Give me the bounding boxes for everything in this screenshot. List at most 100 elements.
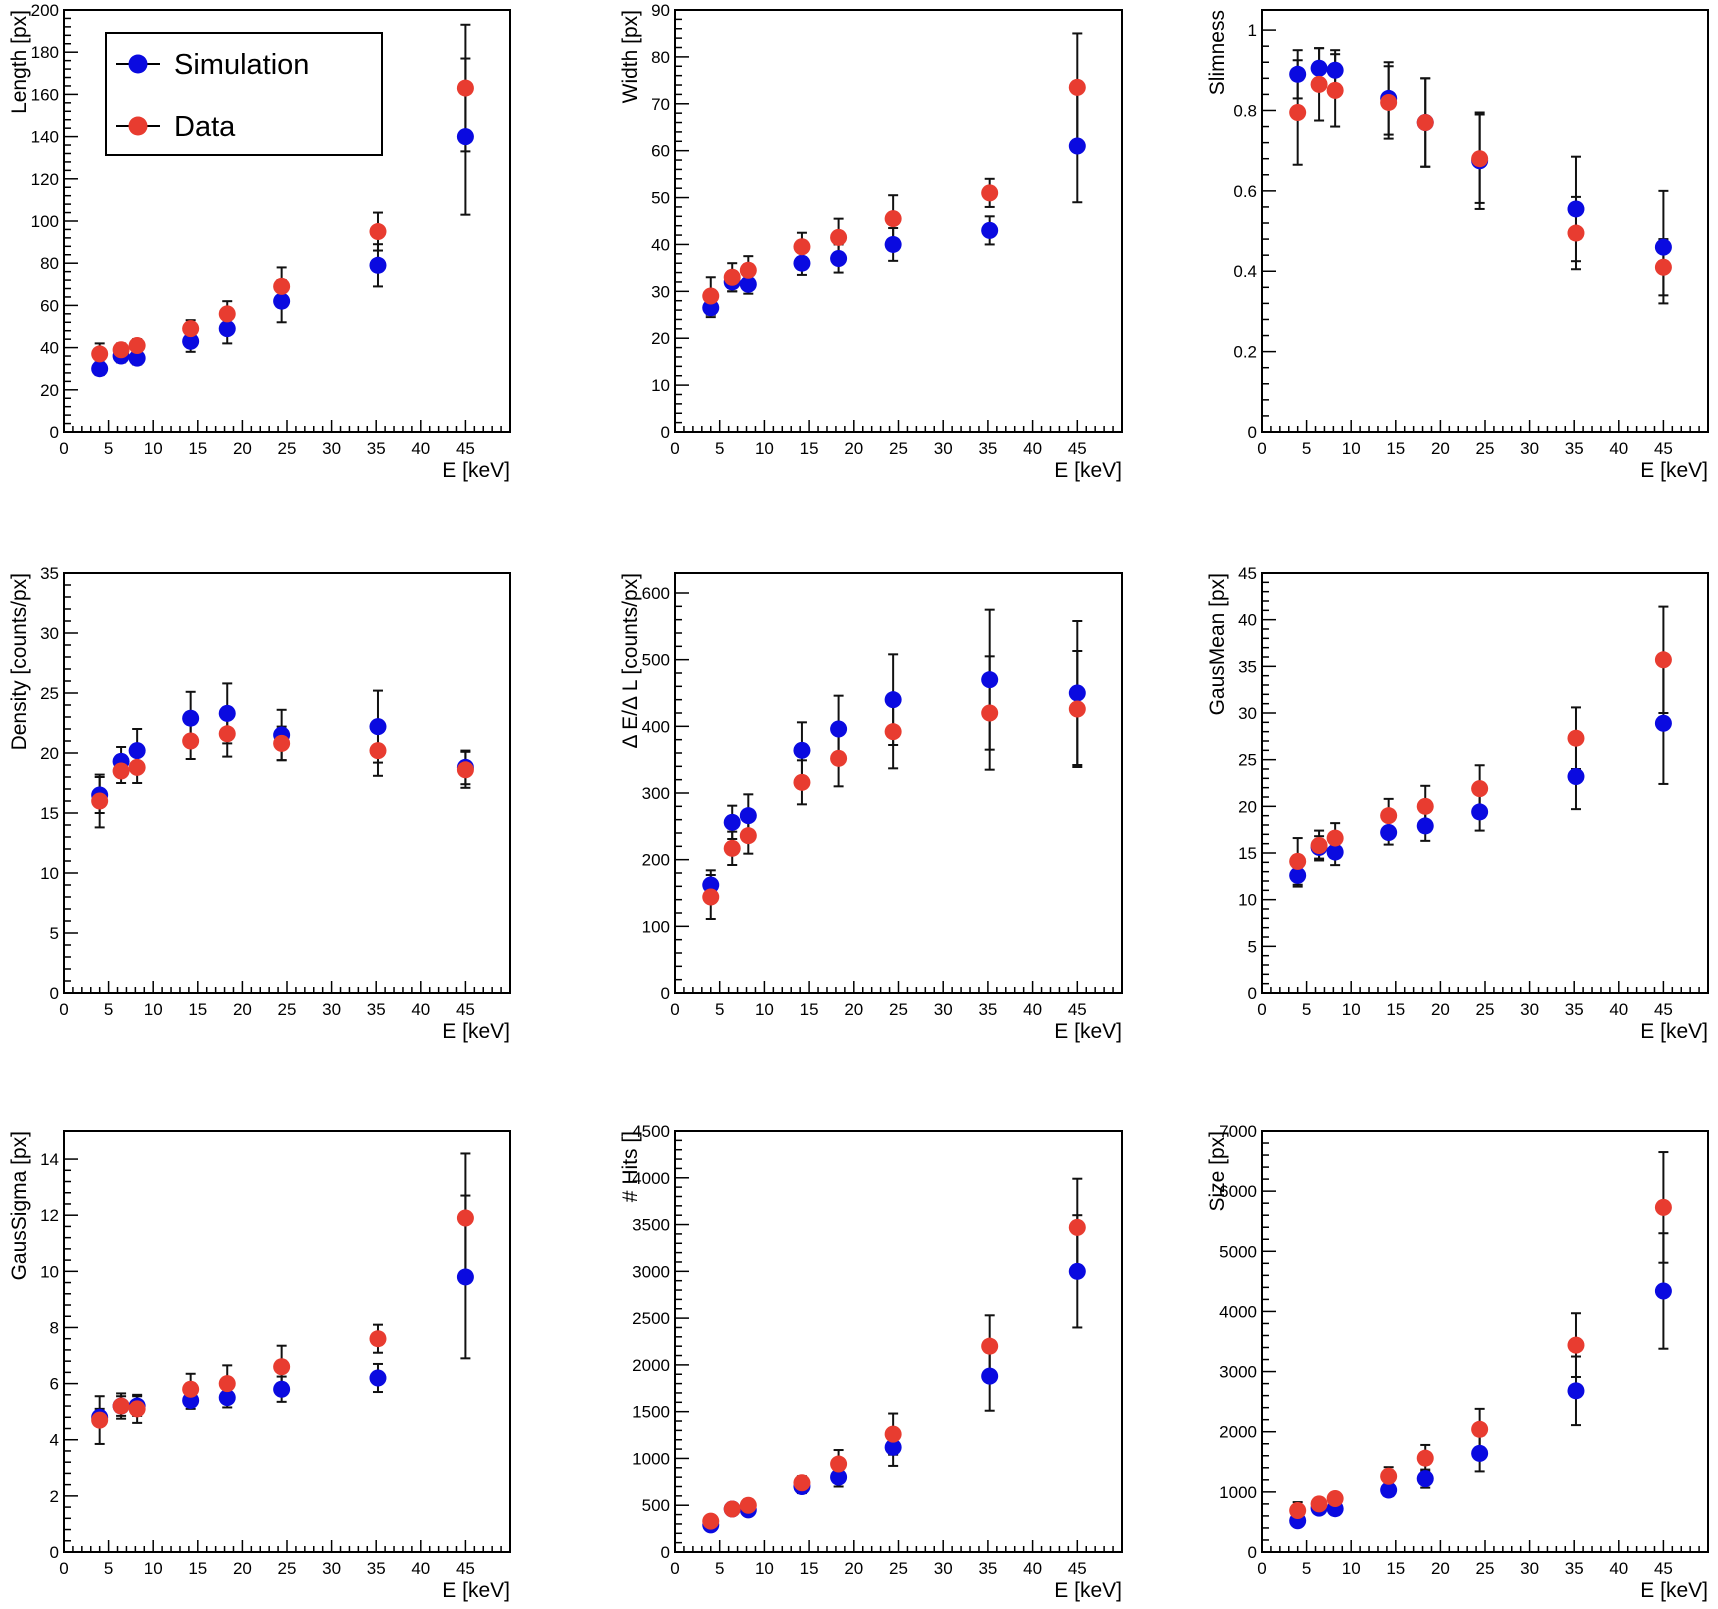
simulation-point bbox=[218, 704, 236, 722]
y-tick-label: 6 bbox=[50, 1375, 59, 1394]
x-tick-label: 15 bbox=[1386, 439, 1405, 458]
x-tick-label: 25 bbox=[889, 1000, 908, 1019]
data-point bbox=[723, 268, 741, 286]
x-tick-label: 25 bbox=[889, 439, 908, 458]
y-tick-label: 100 bbox=[31, 212, 59, 231]
legend: Simulation Data bbox=[105, 32, 383, 156]
x-tick-label: 20 bbox=[1431, 1000, 1450, 1019]
y-tick-label: 160 bbox=[31, 85, 59, 104]
simulation-point bbox=[830, 720, 848, 738]
data-point bbox=[1289, 1502, 1307, 1520]
y-tick-label: 2 bbox=[50, 1487, 59, 1506]
y-axis-title: Slimness bbox=[1206, 10, 1229, 95]
x-tick-label: 35 bbox=[978, 1559, 997, 1578]
y-tick-label: 4000 bbox=[632, 1169, 670, 1188]
data-point bbox=[1380, 93, 1398, 111]
y-axis-title: GausMean [px] bbox=[1206, 573, 1229, 715]
y-tick-label: 10 bbox=[651, 376, 670, 395]
x-tick-label: 10 bbox=[1342, 439, 1361, 458]
data-point bbox=[1567, 224, 1585, 242]
simulation-point bbox=[1416, 1470, 1434, 1488]
x-tick-label: 35 bbox=[367, 439, 386, 458]
data-point bbox=[128, 758, 146, 776]
data-point bbox=[1654, 651, 1672, 669]
y-tick-label: 0.4 bbox=[1233, 262, 1257, 281]
data-point bbox=[723, 1500, 741, 1518]
legend-simulation-marker bbox=[128, 54, 148, 74]
simulation-point bbox=[369, 1369, 387, 1387]
data-point bbox=[739, 1496, 757, 1514]
legend-simulation-label: Simulation bbox=[174, 49, 309, 81]
panel-3: 0 5 10 15 20 25 30 35 40 45 0 0.2 0.4 0.6 0.8 1 E [keV] S… bbox=[1206, 9, 1709, 482]
x-axis-title: E [keV] bbox=[442, 459, 510, 482]
x-tick-label: 20 bbox=[1431, 1559, 1450, 1578]
simulation-point bbox=[1567, 767, 1585, 785]
y-tick-label: 1000 bbox=[632, 1449, 670, 1468]
x-tick-label: 40 bbox=[411, 1000, 430, 1019]
data-point bbox=[273, 734, 291, 752]
y-tick-label: 60 bbox=[40, 296, 59, 315]
simulation-point bbox=[830, 250, 848, 268]
data-point bbox=[739, 261, 757, 279]
simulation-point bbox=[273, 1380, 291, 1398]
plot-frame bbox=[1261, 1130, 1709, 1553]
x-tick-label: 40 bbox=[1609, 1000, 1628, 1019]
y-tick-label: 35 bbox=[40, 564, 59, 583]
simulation-point bbox=[182, 709, 200, 727]
x-axis-title: E [keV] bbox=[442, 1579, 510, 1602]
plot-frame bbox=[674, 1130, 1123, 1553]
simulation-point bbox=[128, 349, 146, 367]
x-tick-label: 40 bbox=[1023, 439, 1042, 458]
x-tick-label: 5 bbox=[1302, 439, 1311, 458]
data-point bbox=[1310, 837, 1328, 855]
data-point bbox=[1068, 78, 1086, 96]
x-tick-label: 30 bbox=[322, 1000, 341, 1019]
y-tick-label: 500 bbox=[642, 651, 670, 670]
simulation-point bbox=[1654, 714, 1672, 732]
data-point bbox=[1068, 700, 1086, 718]
legend-data-label: Data bbox=[174, 111, 236, 143]
y-tick-label: 10 bbox=[1238, 891, 1257, 910]
x-tick-label: 15 bbox=[188, 1559, 207, 1578]
data-point bbox=[884, 210, 902, 228]
y-tick-label: 30 bbox=[651, 282, 670, 301]
simulation-point bbox=[702, 299, 720, 317]
y-axis-title: Δ E/Δ L [counts/px] bbox=[619, 573, 642, 749]
y-tick-label: 6000 bbox=[1219, 1182, 1257, 1201]
data-point bbox=[218, 1375, 236, 1393]
data-point bbox=[182, 732, 200, 750]
y-tick-label: 4000 bbox=[1219, 1302, 1257, 1321]
data-point bbox=[182, 1380, 200, 1398]
x-tick-label: 30 bbox=[1520, 439, 1539, 458]
y-tick-label: 35 bbox=[1238, 657, 1257, 676]
data-point bbox=[1380, 1467, 1398, 1485]
simulation-point bbox=[723, 813, 741, 831]
x-tick-label: 40 bbox=[1609, 1559, 1628, 1578]
data-point bbox=[273, 1358, 291, 1376]
y-tick-label: 0 bbox=[50, 423, 59, 442]
x-tick-label: 35 bbox=[1565, 1000, 1584, 1019]
data-point bbox=[1654, 258, 1672, 276]
simulation-point bbox=[793, 254, 811, 272]
data-point bbox=[830, 228, 848, 246]
x-tick-label: 30 bbox=[1520, 1559, 1539, 1578]
y-tick-label: 4 bbox=[50, 1431, 59, 1450]
y-tick-label: 3000 bbox=[632, 1262, 670, 1281]
data-point bbox=[830, 1455, 848, 1473]
simulation-point bbox=[1068, 684, 1086, 702]
data-point bbox=[1068, 1218, 1086, 1236]
y-tick-label: 20 bbox=[1238, 797, 1257, 816]
x-tick-label: 0 bbox=[1257, 439, 1266, 458]
x-tick-label: 0 bbox=[670, 1000, 679, 1019]
simulation-point bbox=[182, 332, 200, 350]
simulation-point bbox=[884, 691, 902, 709]
data-point bbox=[182, 320, 200, 338]
x-tick-label: 15 bbox=[188, 439, 207, 458]
x-tick-label: 10 bbox=[755, 1559, 774, 1578]
y-tick-label: 20 bbox=[40, 381, 59, 400]
simulation-point bbox=[456, 1268, 474, 1286]
y-tick-label: 14 bbox=[40, 1150, 59, 1169]
y-tick-label: 15 bbox=[40, 804, 59, 823]
y-tick-label: 5000 bbox=[1219, 1242, 1257, 1261]
data-point bbox=[1416, 797, 1434, 815]
